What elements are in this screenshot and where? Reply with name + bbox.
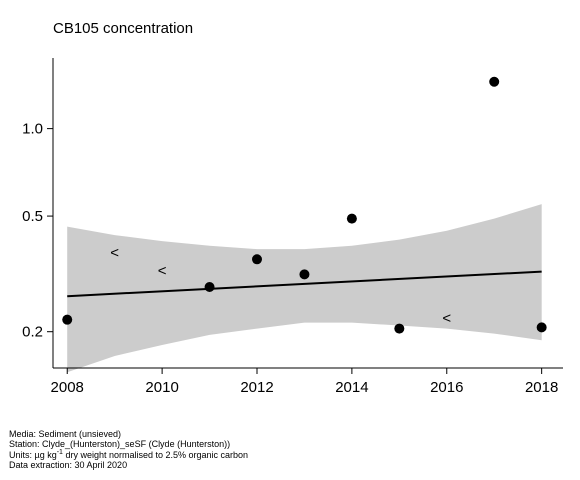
axes: 0.2 0.5 1.0 2008 2010 2012 2014 2016 2018 bbox=[22, 58, 563, 396]
footer-units-sup: -1 bbox=[56, 448, 63, 456]
data-point bbox=[346, 213, 357, 224]
footer-station: Station: Clyde_(Hunterston)_seSF (Clyde … bbox=[9, 439, 231, 450]
data-point bbox=[394, 323, 405, 334]
x-tick-label: 2008 bbox=[51, 379, 84, 396]
data-point bbox=[489, 76, 500, 87]
y-tick-label: 0.5 bbox=[22, 208, 43, 225]
data-point bbox=[252, 254, 262, 265]
trend-line bbox=[67, 270, 542, 298]
data-point bbox=[62, 314, 73, 325]
x-tick-label: 2012 bbox=[240, 379, 273, 396]
less-than-marker: < bbox=[158, 262, 167, 279]
footer: Media: Sediment (unsieved) Station: Clyd… bbox=[9, 429, 248, 471]
chart-title: CB105 concentration bbox=[53, 20, 193, 37]
y-tick-label: 0.2 bbox=[22, 324, 43, 341]
data-point bbox=[204, 282, 215, 293]
footer-units-prefix: Units: µg kg bbox=[9, 449, 57, 460]
footer-units: Units: µg kg-1 dry weight normalised to … bbox=[9, 448, 249, 460]
y-tick-label: 1.0 bbox=[22, 121, 43, 138]
less-than-marker: < bbox=[442, 310, 451, 327]
x-tick-label: 2016 bbox=[430, 379, 463, 396]
less-than-marker: < bbox=[110, 244, 119, 261]
x-tick-label: 2010 bbox=[145, 379, 178, 396]
confidence-band bbox=[67, 204, 542, 373]
plot-area: < < < bbox=[62, 76, 547, 373]
footer-media: Media: Sediment (unsieved) bbox=[9, 429, 122, 439]
x-tick-label: 2018 bbox=[525, 379, 558, 396]
footer-extraction: Data extraction: 30 April 2020 bbox=[9, 460, 128, 471]
data-point bbox=[536, 322, 547, 333]
x-tick-label: 2014 bbox=[335, 379, 368, 396]
footer-units-suffix: dry weight normalised to 2.5% organic ca… bbox=[62, 449, 249, 460]
data-point bbox=[299, 269, 310, 280]
